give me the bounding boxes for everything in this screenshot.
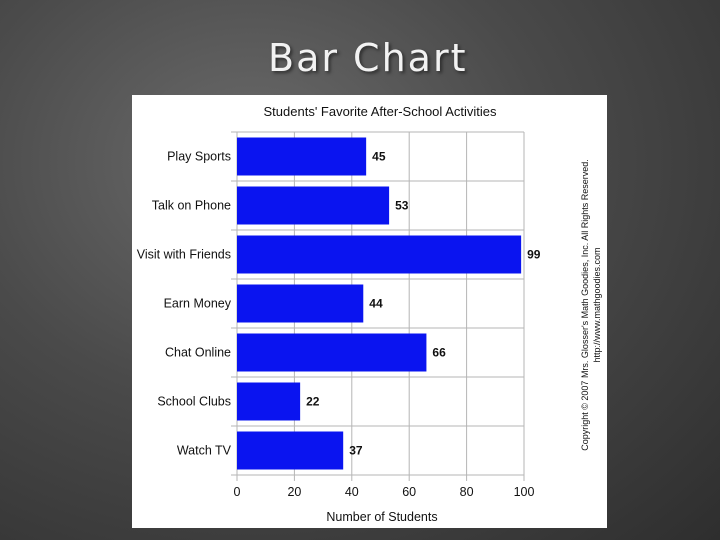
data-label: 45 [372, 150, 386, 164]
chart-panel: Students' Favorite After-School Activiti… [132, 95, 607, 528]
bar [237, 285, 363, 323]
category-label: Watch TV [177, 444, 232, 458]
x-tick-label: 80 [460, 485, 474, 499]
category-label: Earn Money [164, 297, 232, 311]
x-tick-label: 0 [234, 485, 241, 499]
chart-title: Students' Favorite After-School Activiti… [264, 104, 497, 119]
category-label: Chat Online [165, 346, 231, 360]
bar [237, 236, 521, 274]
data-label: 66 [432, 346, 446, 360]
bar-chart: Students' Favorite After-School Activiti… [132, 95, 607, 528]
data-label: 37 [349, 444, 363, 458]
data-label: 44 [369, 297, 383, 311]
category-label: Play Sports [167, 150, 231, 164]
bar [237, 334, 426, 372]
data-label: 53 [395, 199, 409, 213]
category-label: Talk on Phone [152, 199, 231, 213]
x-tick-label: 20 [287, 485, 301, 499]
bar [237, 432, 343, 470]
slide-title: Bar Chart [268, 36, 467, 80]
x-axis-label: Number of Students [326, 510, 437, 524]
copyright-url: http://www.mathgoodies.com [592, 247, 602, 362]
category-label: School Clubs [157, 395, 231, 409]
x-tick-label: 100 [514, 485, 535, 499]
data-label: 22 [306, 395, 320, 409]
category-label: Visit with Friends [137, 248, 231, 262]
x-tick-label: 60 [402, 485, 416, 499]
data-label: 99 [527, 248, 541, 262]
bar [237, 383, 300, 421]
copyright-text: Copyright © 2007 Mrs. Glosser's Math Goo… [580, 159, 590, 450]
bar [237, 138, 366, 176]
x-tick-label: 40 [345, 485, 359, 499]
bar [237, 187, 389, 225]
